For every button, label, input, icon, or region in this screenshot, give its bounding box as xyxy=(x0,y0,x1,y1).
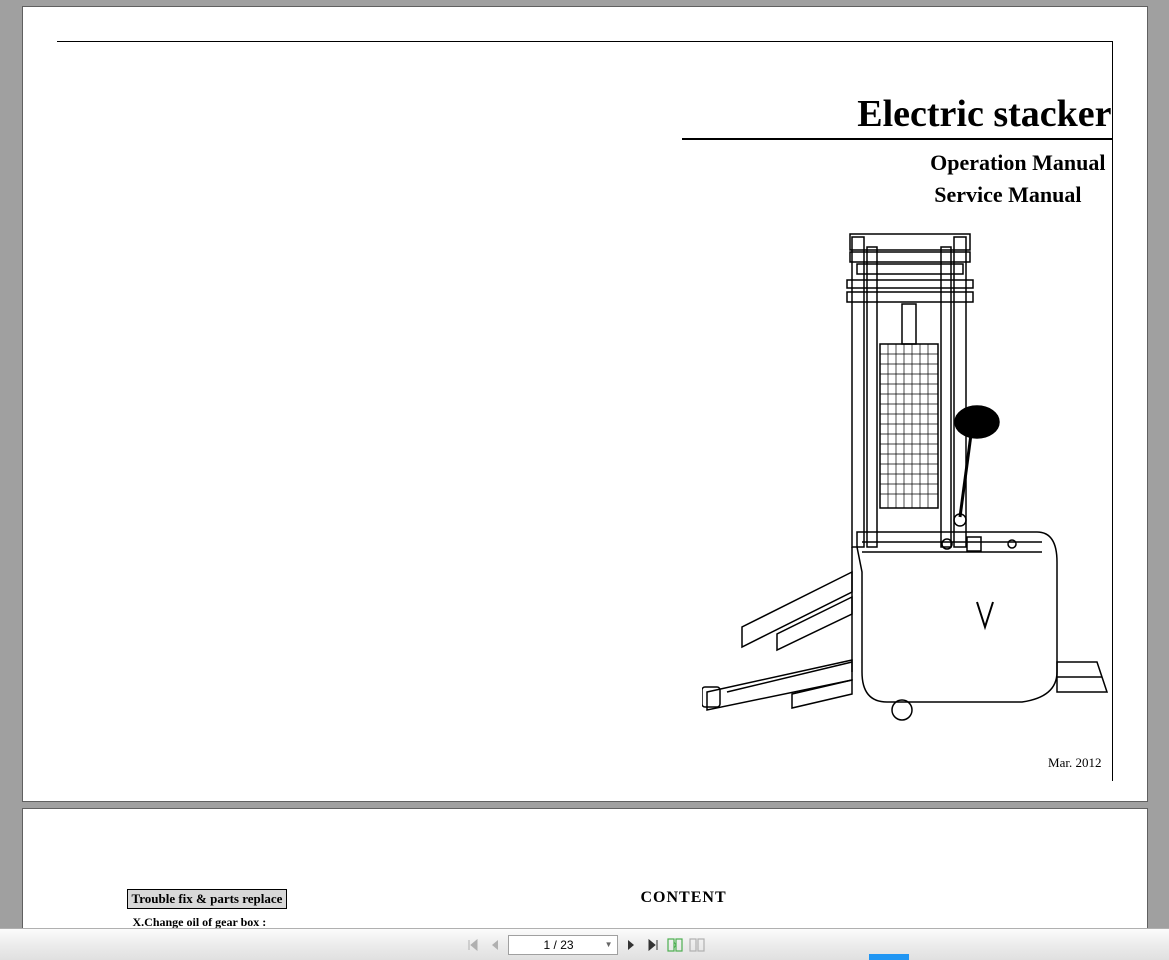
page-1-inner-frame: Electric stacker Operation Manual Servic… xyxy=(57,41,1113,781)
last-page-button[interactable] xyxy=(644,936,662,954)
document-subtitle-2: Service Manual xyxy=(682,182,1112,208)
page-dropdown-icon: ▼ xyxy=(605,940,613,949)
title-block: Electric stacker Operation Manual Servic… xyxy=(682,92,1112,208)
two-page-view-icon[interactable] xyxy=(688,936,706,954)
document-page-2: Trouble fix & parts replace X.Change oil… xyxy=(22,808,1148,928)
page-number-selector[interactable]: 1 / 23 ▼ xyxy=(508,935,618,955)
document-viewer[interactable]: Electric stacker Operation Manual Servic… xyxy=(0,0,1169,928)
viewer-toolbar: 1 / 23 ▼ xyxy=(0,928,1169,960)
document-title: Electric stacker xyxy=(682,92,1112,140)
stacker-illustration xyxy=(702,232,1112,722)
next-page-button[interactable] xyxy=(622,936,640,954)
document-page-1: Electric stacker Operation Manual Servic… xyxy=(22,6,1148,802)
content-heading: CONTENT xyxy=(641,889,727,907)
page-number-display: 1 / 23 xyxy=(513,938,605,952)
accent-tab xyxy=(869,954,909,960)
section-x-heading: X.Change oil of gear box : xyxy=(133,915,288,928)
single-page-view-icon[interactable] xyxy=(666,936,684,954)
document-date: Mar. 2012 xyxy=(1048,755,1101,771)
trouble-fix-heading: Trouble fix & parts replace xyxy=(127,889,288,909)
document-subtitle-1: Operation Manual xyxy=(682,150,1112,176)
first-page-button[interactable] xyxy=(464,936,482,954)
page-2-left-content: Trouble fix & parts replace X.Change oil… xyxy=(127,889,288,928)
previous-page-button[interactable] xyxy=(486,936,504,954)
